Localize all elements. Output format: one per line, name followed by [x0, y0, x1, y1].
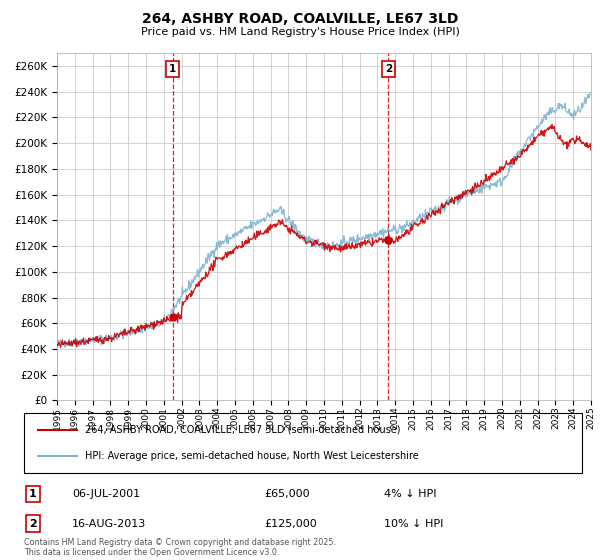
Text: Contains HM Land Registry data © Crown copyright and database right 2025.
This d: Contains HM Land Registry data © Crown c…: [24, 538, 336, 557]
Text: Price paid vs. HM Land Registry's House Price Index (HPI): Price paid vs. HM Land Registry's House …: [140, 27, 460, 37]
Text: 10% ↓ HPI: 10% ↓ HPI: [384, 519, 443, 529]
Text: 264, ASHBY ROAD, COALVILLE, LE67 3LD (semi-detached house): 264, ASHBY ROAD, COALVILLE, LE67 3LD (se…: [85, 424, 401, 435]
Text: 16-AUG-2013: 16-AUG-2013: [72, 519, 146, 529]
Text: 1: 1: [29, 489, 37, 499]
Text: 06-JUL-2001: 06-JUL-2001: [72, 489, 140, 499]
Text: £125,000: £125,000: [264, 519, 317, 529]
Text: 2: 2: [29, 519, 37, 529]
Text: 264, ASHBY ROAD, COALVILLE, LE67 3LD: 264, ASHBY ROAD, COALVILLE, LE67 3LD: [142, 12, 458, 26]
Text: 2: 2: [385, 64, 392, 74]
Text: £65,000: £65,000: [264, 489, 310, 499]
Text: 1: 1: [169, 64, 176, 74]
Text: 4% ↓ HPI: 4% ↓ HPI: [384, 489, 437, 499]
Text: HPI: Average price, semi-detached house, North West Leicestershire: HPI: Average price, semi-detached house,…: [85, 451, 419, 461]
